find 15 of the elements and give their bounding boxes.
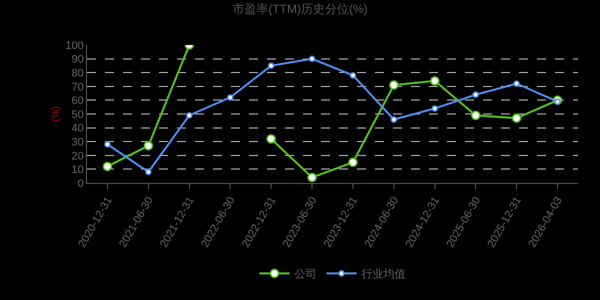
y-tick-label: 60 (72, 95, 84, 108)
y-tick-label: 10 (72, 164, 84, 176)
y-axis-title: (%) (50, 106, 62, 122)
y-tick-label: 70 (72, 81, 84, 94)
y-tick-label: 100 (65, 40, 84, 52)
y-tick-label: 50 (72, 108, 84, 121)
y-tick-label: 30 (72, 136, 84, 148)
y-tick-label: 0 (78, 178, 84, 190)
legend-label: 行业均值 (362, 268, 406, 281)
y-tick-label: 40 (72, 122, 84, 135)
y-tick-label: 90 (72, 54, 84, 66)
y-tick-label: 80 (72, 67, 84, 80)
y-tick-label: 20 (72, 150, 84, 162)
chart-title: 市盈率(TTM)历史分位(%) (232, 2, 368, 16)
legend-label: 公司 (294, 268, 316, 281)
